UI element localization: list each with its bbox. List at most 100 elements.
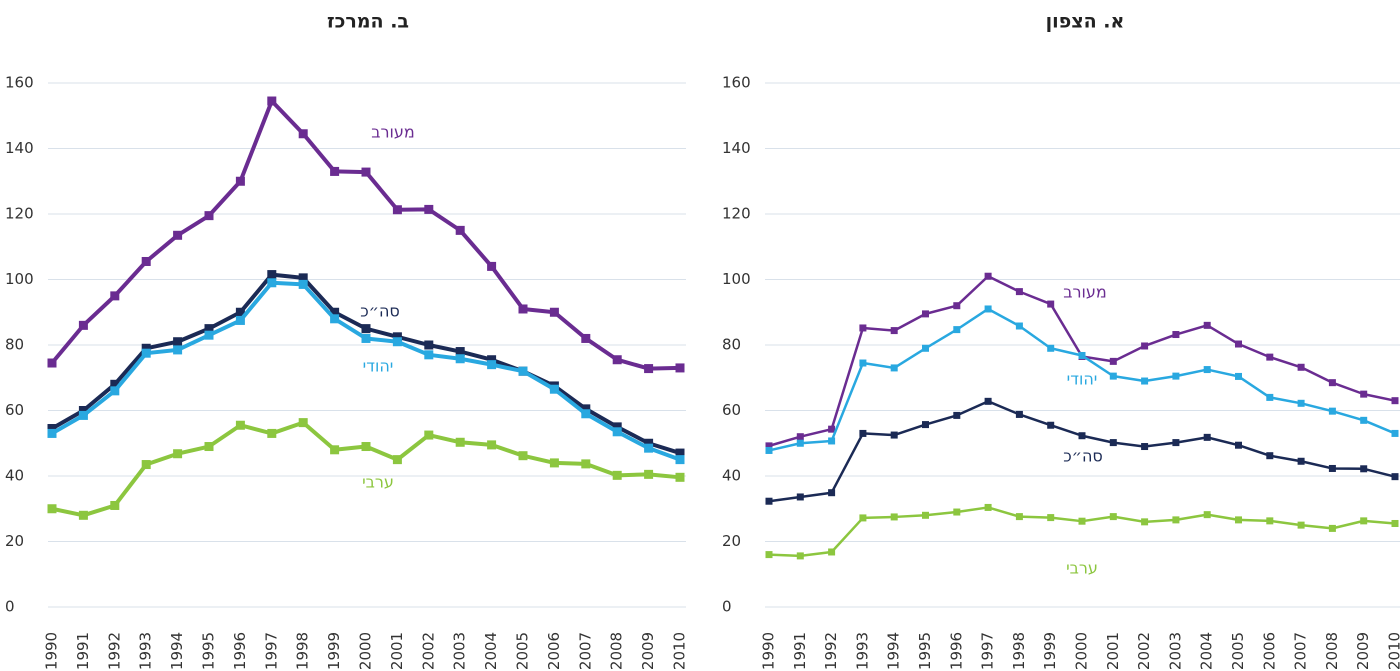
point-marker	[984, 272, 992, 280]
x-tick-label: 1995	[916, 632, 934, 670]
point-marker	[953, 326, 961, 334]
point-marker	[392, 455, 402, 465]
point-marker	[859, 359, 867, 367]
point-marker	[267, 96, 277, 106]
y-tick-label: 0	[5, 598, 15, 616]
x-tick-label: 2010	[671, 632, 689, 670]
point-marker	[47, 504, 57, 514]
x-tick-label: 1994	[168, 632, 186, 670]
point-marker	[173, 345, 183, 355]
point-marker	[235, 315, 245, 325]
y-tick-label: 160	[5, 74, 34, 92]
point-marker	[953, 411, 961, 419]
y-tick-label: 20	[722, 532, 741, 550]
point-marker	[1047, 300, 1055, 308]
point-marker	[330, 166, 340, 176]
y-tick-label: 60	[5, 401, 24, 419]
point-marker	[487, 360, 497, 370]
point-marker	[1015, 288, 1023, 296]
x-tick-label: 2004	[482, 632, 500, 670]
point-marker	[612, 470, 622, 480]
point-marker	[675, 472, 685, 482]
point-marker	[173, 337, 183, 347]
point-marker	[644, 438, 654, 448]
point-marker	[1172, 516, 1180, 524]
point-marker	[361, 333, 371, 343]
x-tick-label: 2007	[576, 632, 594, 670]
point-marker	[424, 340, 434, 350]
point-marker	[1109, 372, 1117, 380]
point-marker	[1360, 465, 1368, 473]
y-tick-label: 40	[722, 467, 741, 485]
point-marker	[796, 439, 804, 447]
point-marker	[984, 305, 992, 313]
point-marker	[1015, 513, 1023, 521]
point-marker	[890, 327, 898, 335]
point-marker	[78, 410, 88, 420]
point-marker	[487, 440, 497, 450]
point-marker	[1172, 372, 1180, 380]
point-marker	[644, 364, 654, 374]
x-tick-label: 2006	[1260, 632, 1278, 670]
point-marker	[612, 427, 622, 437]
point-marker	[953, 302, 961, 310]
point-marker	[1109, 439, 1117, 447]
point-marker	[1266, 393, 1274, 401]
y-tick-label: 80	[5, 336, 24, 354]
point-marker	[1235, 372, 1242, 380]
point-marker	[424, 430, 434, 440]
x-tick-label: 1990	[760, 632, 778, 670]
point-marker	[1235, 441, 1242, 449]
point-marker	[330, 314, 340, 324]
chart-title: א. הצפון	[1046, 11, 1125, 33]
point-marker	[1015, 410, 1023, 418]
point-marker	[549, 307, 559, 317]
point-marker	[235, 307, 245, 317]
point-marker	[1328, 524, 1336, 532]
y-tick-label: 140	[5, 139, 34, 157]
point-marker	[1235, 340, 1242, 348]
point-marker	[392, 337, 402, 347]
point-marker	[235, 176, 245, 186]
point-marker	[1078, 351, 1086, 359]
series-label: מעורב	[371, 123, 415, 142]
x-tick-label: 1991	[791, 632, 809, 670]
point-marker	[204, 324, 214, 334]
x-tick-label: 2007	[1292, 632, 1310, 670]
point-marker	[110, 500, 120, 510]
point-marker	[518, 304, 528, 314]
point-marker	[1141, 443, 1149, 451]
point-marker	[1391, 397, 1399, 405]
point-marker	[330, 307, 340, 317]
point-marker	[298, 129, 308, 139]
point-marker	[765, 551, 773, 559]
x-tick-label: 2004	[1198, 632, 1216, 670]
point-marker	[828, 489, 836, 497]
point-marker	[267, 270, 277, 280]
x-tick-label: 1998	[1010, 632, 1028, 670]
point-marker	[581, 404, 591, 414]
point-marker	[675, 455, 685, 465]
point-marker	[78, 510, 88, 520]
point-marker	[1297, 363, 1305, 371]
x-tick-label: 1997	[262, 632, 280, 670]
point-marker	[1078, 432, 1086, 440]
point-marker	[361, 167, 371, 177]
point-marker	[173, 230, 183, 240]
point-marker	[1391, 519, 1399, 527]
x-tick-label: 2010	[1386, 632, 1400, 670]
x-tick-label: 2008	[1323, 632, 1341, 670]
point-marker	[267, 428, 277, 438]
y-tick-label: 80	[722, 336, 741, 354]
point-marker	[141, 343, 151, 353]
point-marker	[392, 205, 402, 215]
point-marker	[581, 459, 591, 469]
point-marker	[424, 350, 434, 360]
point-marker	[267, 278, 277, 288]
point-marker	[110, 386, 120, 396]
point-marker	[1360, 416, 1368, 424]
x-tick-label: 2008	[608, 632, 626, 670]
point-marker	[330, 445, 340, 455]
y-tick-label: 100	[722, 270, 751, 288]
point-marker	[765, 442, 773, 450]
